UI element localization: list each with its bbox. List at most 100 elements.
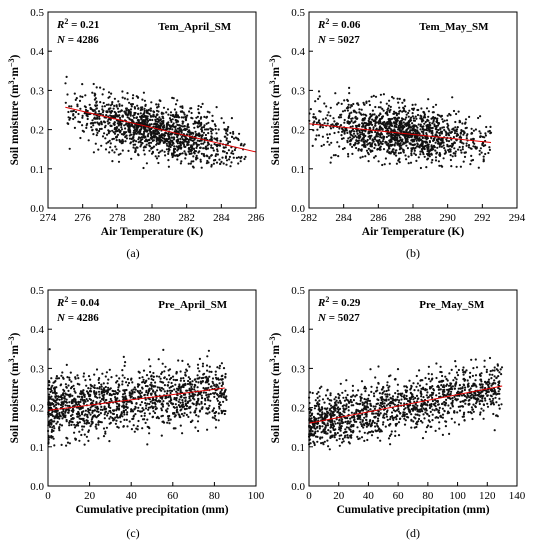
scatter-point — [321, 441, 324, 444]
scatter-point — [354, 120, 357, 123]
scatter-point — [98, 387, 101, 390]
scatter-point — [107, 132, 110, 135]
scatter-point — [458, 146, 461, 149]
scatter-point — [154, 381, 157, 384]
scatter-point — [365, 149, 369, 152]
scatter-point — [357, 148, 360, 151]
scatter-point — [200, 142, 203, 145]
panel-c: 0 20 40 60 80 100 0.00.10.20.30.40.5 R2 = 0.0… — [7, 285, 265, 540]
scatter-point — [427, 154, 430, 157]
scatter-point — [352, 132, 356, 135]
scatter-point — [349, 131, 352, 134]
scatter-point — [141, 410, 144, 413]
scatter-point — [167, 419, 170, 422]
scatter-point — [441, 118, 444, 121]
scatter-point — [454, 120, 457, 124]
scatter-point — [62, 392, 65, 395]
scatter-point — [434, 149, 437, 152]
scatter-point — [49, 425, 52, 428]
scatter-point — [362, 133, 365, 136]
scatter-point — [117, 114, 120, 117]
scatter-point — [423, 122, 426, 125]
scatter-point — [205, 394, 208, 397]
x-tick-label: 278 — [109, 212, 126, 224]
scatter-point — [431, 122, 434, 125]
scatter-point — [349, 106, 352, 109]
scatter-point — [178, 146, 181, 149]
scatter-point — [178, 154, 181, 157]
scatter-point — [371, 139, 374, 142]
scatter-point — [54, 379, 57, 383]
scatter-point — [91, 91, 94, 94]
scatter-point — [177, 404, 180, 407]
scatter-point — [355, 136, 358, 139]
scatter-point — [92, 399, 95, 402]
scatter-point — [93, 392, 96, 395]
scatter-point — [188, 407, 191, 410]
scatter-point — [417, 417, 421, 421]
scatter-point — [383, 402, 386, 405]
scatter-point — [226, 133, 229, 136]
scatter-point — [175, 387, 179, 390]
r-squared-label: R2 = 0.21 — [56, 17, 99, 31]
x-tick-label: 286 — [248, 212, 265, 224]
scatter-point — [196, 157, 199, 160]
panel-sublabel: (b) — [406, 246, 420, 260]
scatter-point — [368, 141, 371, 145]
scatter-point — [201, 102, 204, 105]
scatter-point — [360, 380, 364, 383]
scatter-point — [437, 160, 440, 163]
scatter-point — [220, 362, 223, 365]
scatter-point — [132, 94, 135, 97]
scatter-points — [308, 356, 504, 451]
scatter-point — [334, 92, 337, 95]
scatter-point — [407, 124, 411, 127]
scatter-point — [195, 407, 198, 410]
scatter-point — [162, 348, 165, 351]
scatter-point — [189, 107, 192, 110]
scatter-point — [79, 136, 82, 140]
scatter-point — [470, 147, 473, 150]
scatter-point — [162, 388, 165, 391]
scatter-point — [438, 142, 441, 145]
scatter-point — [167, 123, 170, 126]
scatter-point — [108, 392, 112, 395]
scatter-point — [147, 388, 150, 391]
scatter-point — [146, 385, 149, 388]
scatter-point — [76, 103, 79, 106]
scatter-point — [94, 93, 97, 96]
scatter-point — [205, 137, 208, 140]
scatter-point — [200, 400, 203, 404]
scatter-point — [193, 126, 196, 129]
scatter-point — [163, 150, 166, 153]
scatter-point — [107, 378, 110, 381]
scatter-point — [412, 117, 415, 120]
scatter-point — [124, 397, 128, 400]
scatter-point — [390, 150, 393, 153]
scatter-point — [53, 405, 56, 408]
scatter-point — [417, 145, 420, 148]
scatter-point — [379, 412, 382, 415]
scatter-point — [59, 423, 62, 426]
scatter-point — [404, 419, 407, 422]
scatter-point — [170, 144, 174, 147]
scatter-point — [129, 114, 132, 117]
scatter-point — [368, 100, 371, 103]
scatter-point — [132, 139, 135, 142]
scatter-point — [194, 378, 197, 381]
scatter-point — [105, 426, 108, 429]
scatter-point — [317, 97, 320, 100]
scatter-point — [52, 429, 55, 432]
scatter-point — [187, 150, 190, 153]
scatter-point — [49, 412, 52, 416]
scatter-point — [214, 124, 217, 128]
scatter-point — [381, 391, 384, 394]
scatter-point — [479, 132, 482, 135]
scatter-point — [416, 382, 419, 385]
scatter-point — [219, 140, 222, 143]
scatter-point — [159, 377, 162, 380]
scatter-point — [438, 145, 441, 148]
y-axis-label: Soil moisture (m3·m−3) — [7, 332, 21, 443]
scatter-point — [147, 377, 150, 380]
scatter-point — [181, 403, 185, 406]
